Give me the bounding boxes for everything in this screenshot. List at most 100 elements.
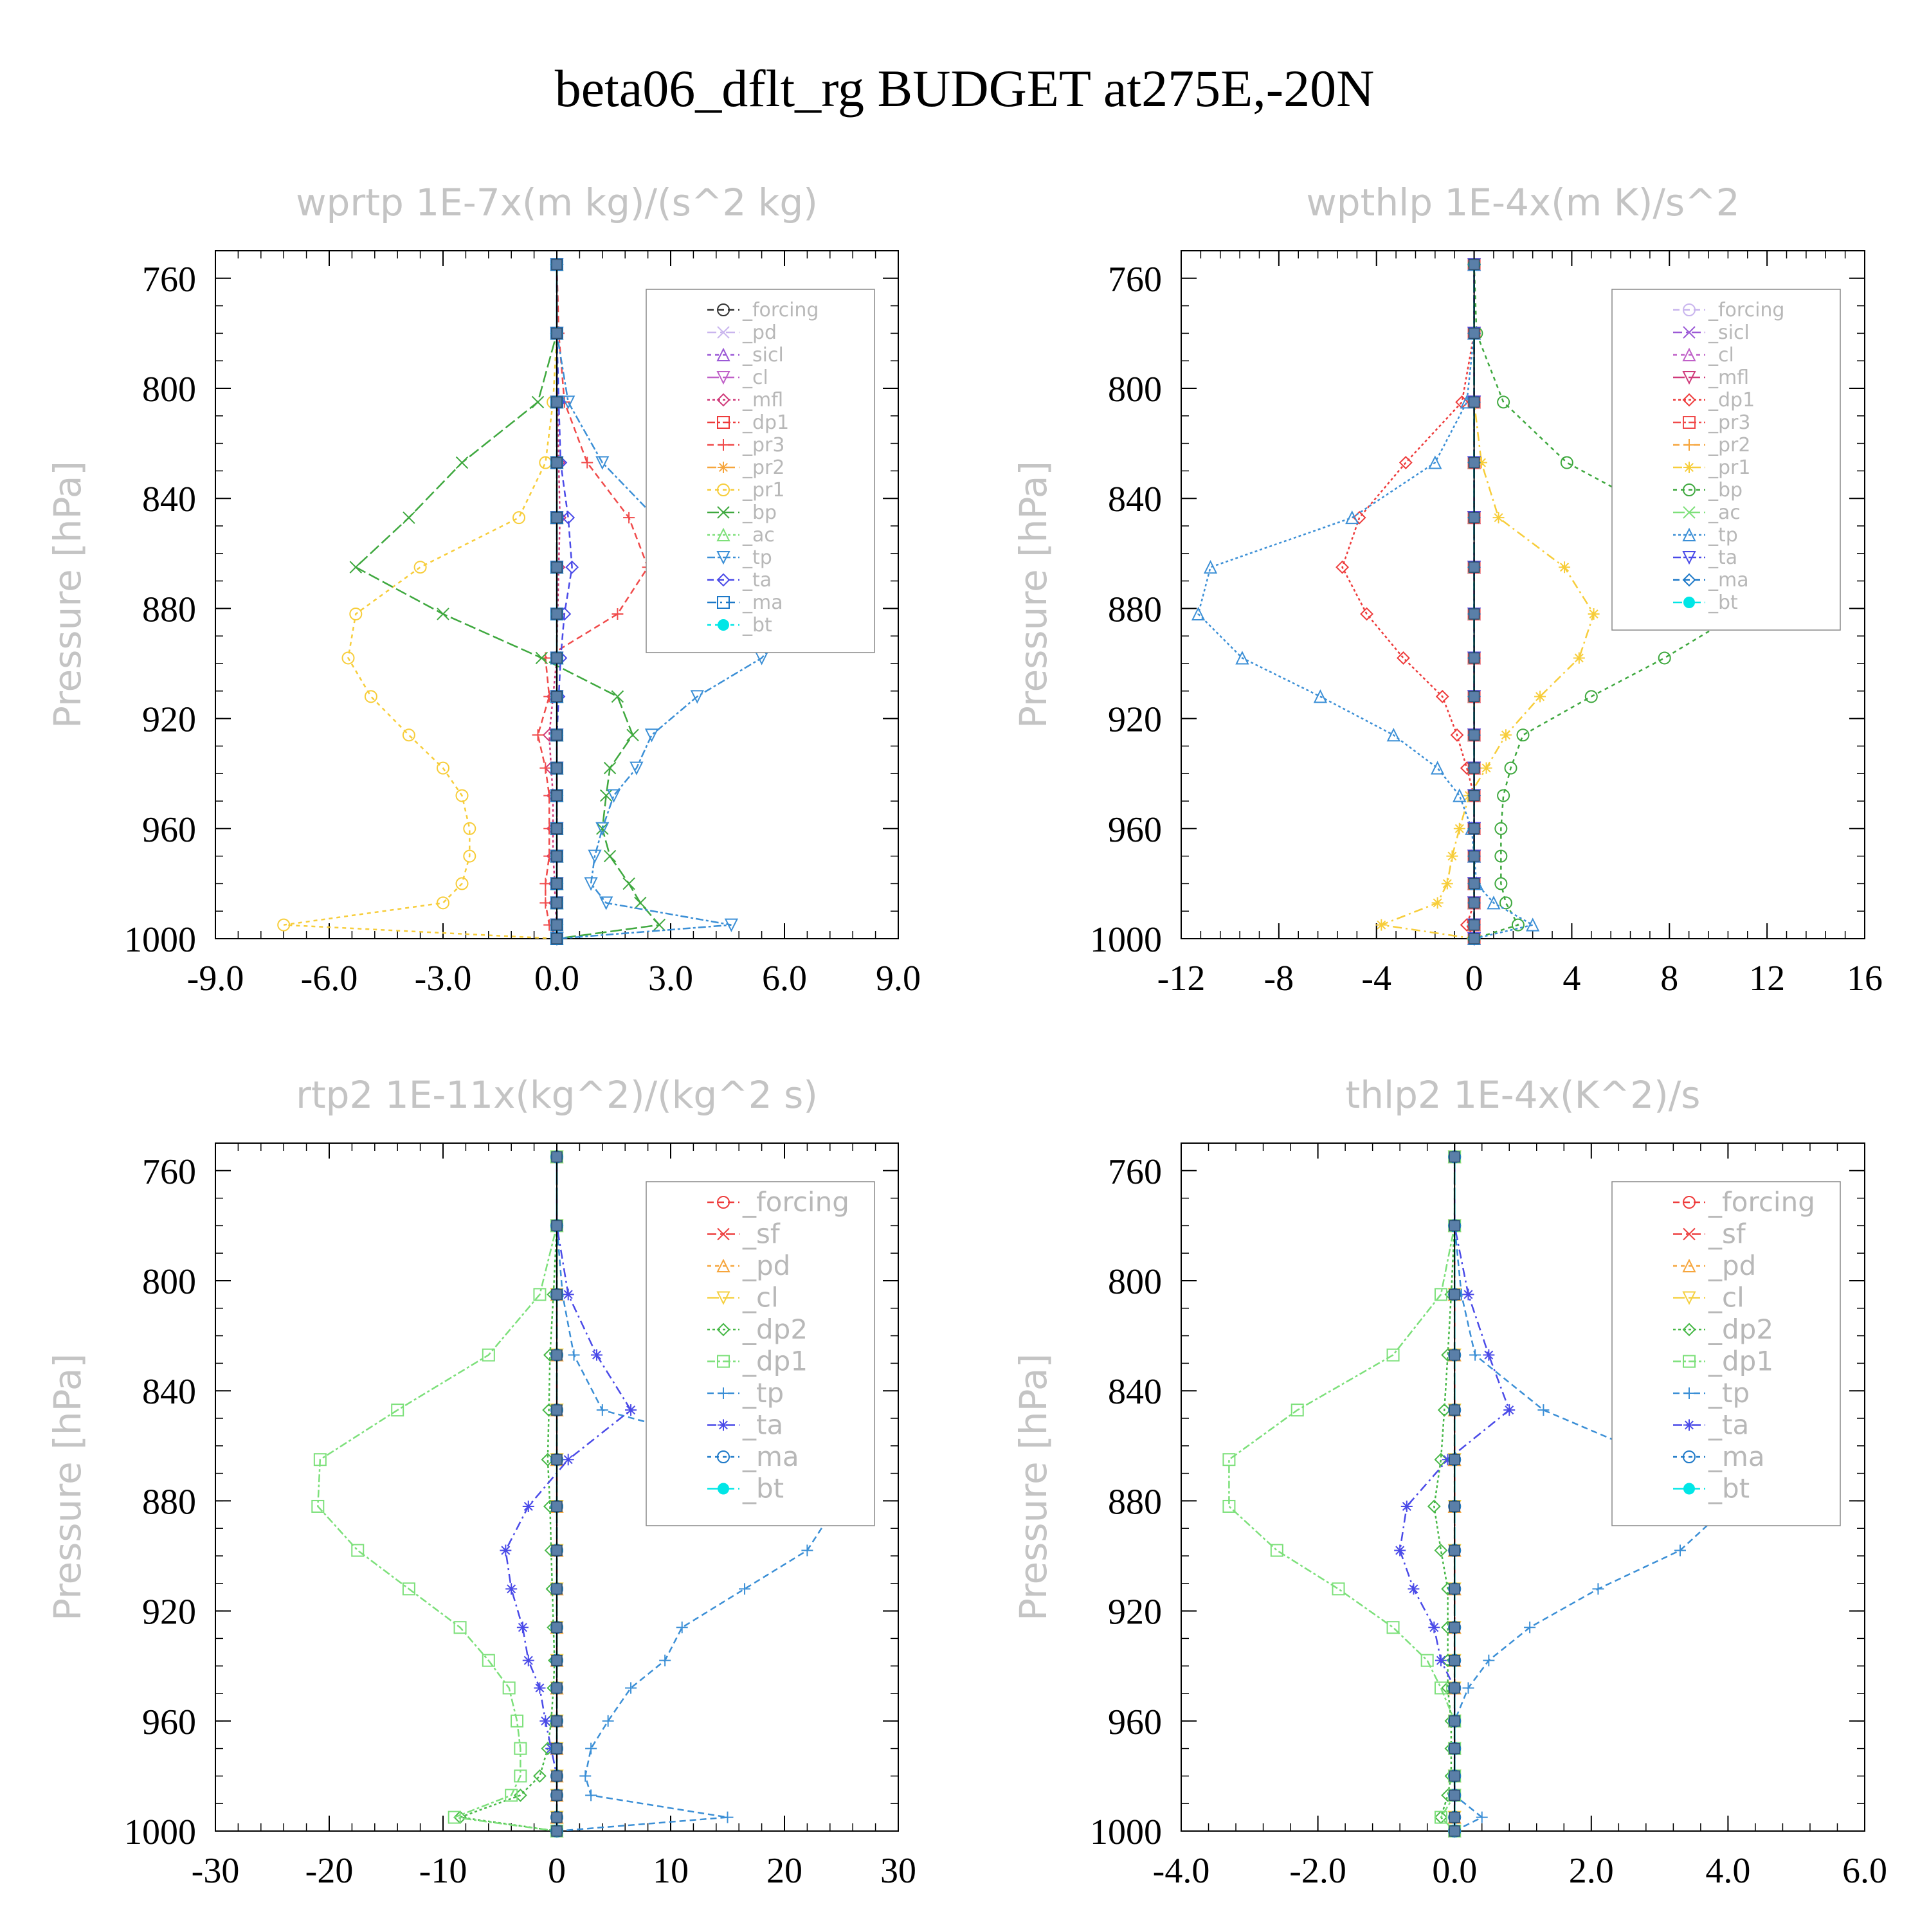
- data-point-ta: [1408, 1583, 1420, 1595]
- zero-marker: [551, 850, 563, 862]
- y-tick-label: 760: [1108, 1152, 1162, 1192]
- legend-marker: [717, 483, 730, 496]
- legend-marker: [716, 573, 730, 587]
- legend-marker: [717, 506, 730, 519]
- zero-marker: [1468, 258, 1480, 271]
- chart-panel-3: rtp2 1E-11x(kg^2)/(kg^2 s) Pressure [hPa]…: [46, 1073, 916, 1891]
- data-point-dp1: [505, 1789, 518, 1802]
- series-line-pr1: [284, 264, 558, 940]
- legend-marker: [716, 1323, 730, 1337]
- zero-marker: [1468, 456, 1480, 469]
- zero-marker: [551, 1544, 563, 1557]
- data-point-tp: [1453, 788, 1467, 802]
- legend-marker: [1683, 597, 1695, 608]
- data-point-pr3: [623, 512, 635, 524]
- y-tick-label: 880: [1108, 1482, 1162, 1522]
- y-axis-label: Pressure [hPa]: [46, 461, 89, 728]
- data-point-ta: [1400, 1500, 1413, 1512]
- data-point-ta: [565, 560, 579, 574]
- zero-marker: [551, 258, 563, 271]
- legend-label: _ta: [742, 569, 772, 591]
- data-point-dp1: [514, 1769, 527, 1783]
- data-point-pr1: [349, 607, 363, 620]
- data-point-tp: [595, 822, 610, 836]
- data-point-dp1: [391, 1404, 404, 1417]
- data-point-tp: [595, 456, 610, 470]
- legend-marker: [717, 596, 730, 609]
- zero-marker: [1449, 1825, 1460, 1837]
- data-point-dp2: [533, 1769, 547, 1783]
- legend-marker: [1683, 326, 1696, 339]
- data-point-bp: [1497, 789, 1510, 802]
- legend-label: _cl: [1708, 1282, 1744, 1314]
- legend-marker: [1683, 1387, 1695, 1399]
- zero-marker: [1468, 608, 1480, 620]
- data-point-bp: [596, 822, 609, 835]
- data-point-bp: [1497, 395, 1510, 409]
- y-axis-label: Pressure [hPa]: [46, 1353, 89, 1621]
- legend-marker: [1682, 551, 1696, 565]
- data-point-tp: [1386, 728, 1400, 742]
- data-point-dp1: [1386, 1348, 1400, 1362]
- data-point-pr3: [611, 608, 624, 620]
- x-tick-label: 16: [1847, 959, 1883, 998]
- legend-label: _ta: [1708, 546, 1737, 569]
- legend-label: _sicl: [1708, 321, 1750, 344]
- legend-marker: [1682, 1291, 1696, 1305]
- legend-marker: [1683, 483, 1696, 496]
- data-point-dp1: [1386, 1621, 1400, 1634]
- zero-marker: [551, 897, 563, 909]
- x-tick-label: 12: [1749, 959, 1785, 998]
- data-point-dp1: [402, 1582, 415, 1596]
- zero-marker: [551, 1811, 563, 1823]
- zero-marker: [1449, 1715, 1460, 1727]
- data-point-bp: [603, 761, 617, 775]
- zero-marker: [1449, 1288, 1460, 1301]
- zero-marker: [551, 1288, 563, 1301]
- zero-marker: [1468, 561, 1480, 573]
- legend-label: _dp2: [1708, 1314, 1773, 1345]
- y-tick-label: 800: [142, 1262, 196, 1302]
- legend-label: _pr1: [742, 479, 784, 501]
- x-tick-label: -12: [1157, 959, 1206, 998]
- y-tick-label: 1000: [124, 1812, 196, 1852]
- zero-marker: [551, 933, 563, 944]
- x-tick-label: -30: [192, 1851, 240, 1891]
- legend-marker: [716, 347, 730, 361]
- legend-marker: [716, 393, 730, 407]
- data-point-ta: [500, 1544, 512, 1557]
- data-point-ta: [625, 1404, 637, 1416]
- series-line-tp: [556, 264, 801, 940]
- data-point-tp: [659, 1654, 671, 1666]
- data-point-pr3: [539, 762, 552, 774]
- legend-marker: [1682, 1323, 1696, 1337]
- data-point-dp1: [1434, 1810, 1447, 1824]
- legend-label: _bt: [742, 1473, 784, 1504]
- data-point-dp1: [1360, 607, 1373, 621]
- legend-label: _pr1: [1708, 456, 1750, 479]
- data-point-pr1: [1492, 512, 1505, 524]
- data-point-tp: [579, 1770, 592, 1782]
- zero-marker: [1468, 919, 1480, 931]
- legend-marker: [717, 416, 730, 429]
- legend-label: _dp1: [1708, 389, 1755, 411]
- data-point-tp: [1203, 559, 1218, 574]
- series-line-tp: [556, 1157, 837, 1832]
- legend-label: _bt: [1708, 1473, 1750, 1504]
- panels: wprtp 1E-7x(m kg)/(s^2 kg) Pressure [hPa]…: [46, 181, 1887, 1891]
- zero-marker: [1449, 1811, 1460, 1823]
- zero-marker: [551, 1825, 563, 1837]
- data-point-pr1: [1559, 561, 1571, 573]
- zero-marker: [551, 878, 563, 890]
- data-point-dp2: [1437, 1403, 1451, 1417]
- y-tick-label: 760: [142, 260, 196, 300]
- data-point-dp1: [1399, 456, 1413, 469]
- y-tick-label: 920: [1108, 1593, 1162, 1632]
- data-point-bp: [531, 395, 545, 409]
- data-point-tp: [1191, 606, 1206, 620]
- data-point-tp: [1524, 1621, 1536, 1634]
- series-line-dp1: [317, 1157, 558, 1832]
- y-tick-label: 840: [1108, 480, 1162, 519]
- legend-label: _sf: [742, 1218, 781, 1250]
- legend-label: _cl: [1708, 344, 1734, 366]
